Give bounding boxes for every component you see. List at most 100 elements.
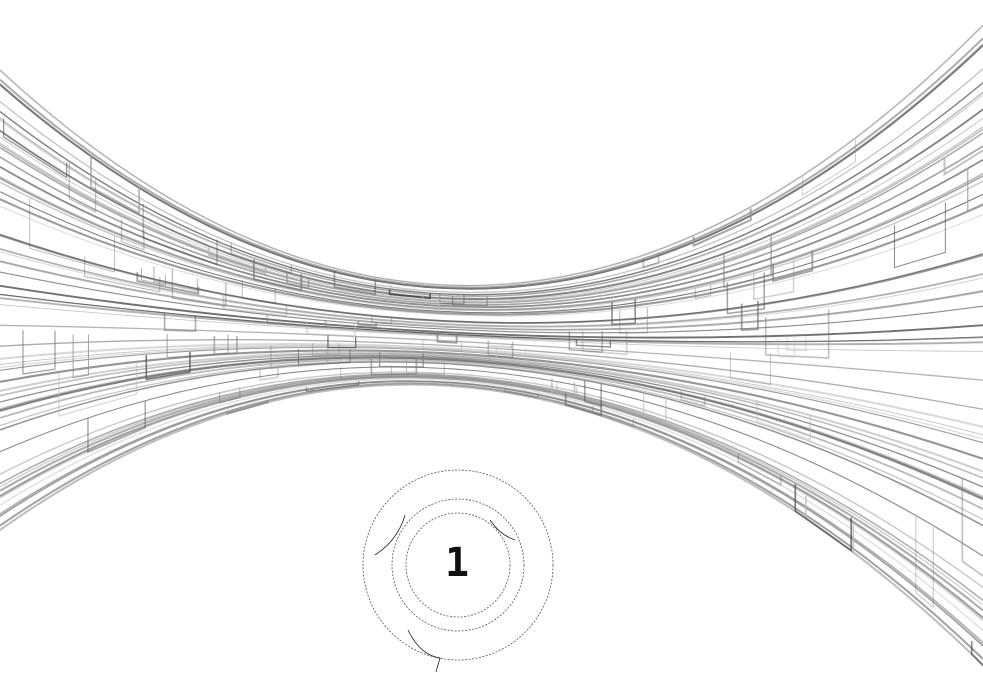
tunnel-line [371,315,393,325]
tunnel-line [915,517,934,609]
tunnel-line [252,259,303,292]
tunnel-line [740,300,759,332]
tunnel-line [0,374,983,612]
tunnel-line [0,373,983,601]
tunnel-line [0,25,983,287]
tunnel-line [379,352,424,368]
tunnel-line [340,365,392,380]
tunnel-line [222,293,288,318]
tunnel-line [0,378,983,631]
tunnel-line [120,219,145,252]
tunnel-line [551,378,576,400]
tunnel-line [145,351,191,381]
middle-ring [391,498,525,632]
tunnel-line [406,360,445,375]
tunnel-line [462,354,491,361]
tunnel-line [166,333,229,359]
tunnel-line [269,345,329,370]
tunnel-line [680,390,706,408]
tunnel-line [357,321,378,327]
tunnel-line [422,339,463,352]
tunnel-line [266,315,327,329]
tunnel-line [0,293,983,343]
tunnel-line [591,406,635,428]
tunnel-line [163,313,197,332]
tunnel-line [752,475,773,498]
tunnel-line [29,198,115,273]
tunnel-line [970,641,983,667]
tunnel-line [0,158,983,308]
tunnel-line [2,118,68,179]
tunnel-line [0,371,983,589]
tunnel-line [487,340,514,358]
tunnel-line [171,268,227,308]
tunnel-line [90,155,140,215]
tunnel-line [0,94,983,298]
tunnel-line [772,250,814,283]
tunnel-line [0,234,983,325]
tunnel-line [219,387,241,404]
tunnel-line [226,400,269,415]
tunnel-line [0,205,983,317]
tunnel-line [0,44,983,290]
tunnel-line [943,149,983,177]
tunnel-line [0,117,983,301]
tunnel-line [241,279,276,305]
tunnel-line [297,349,351,366]
tunnel-line [0,361,983,527]
tunnel-line [140,268,166,286]
tunnel-line [893,202,946,269]
tunnel-line [765,309,830,359]
tunnel-line [581,330,628,356]
ring-crack [489,519,516,541]
tunnel-line [619,307,648,334]
counter-digit: 1 [445,540,469,586]
tunnel-line [0,38,983,289]
tunnel-line [388,289,431,300]
tunnel-line [58,362,138,417]
tunnel-line [0,91,983,297]
tunnel-line [421,293,441,311]
tunnel-line [642,253,660,270]
tunnel-line [136,272,200,295]
tunnel-line [0,172,983,311]
tunnel-line [0,354,983,488]
ring-crack [407,629,441,673]
tunnel-line [504,388,539,399]
tunnel-line [436,333,458,344]
tunnel-line [153,266,199,292]
tunnel-line [0,248,983,328]
tunnel-line [487,342,513,349]
tunnel-line [0,198,983,316]
tunnel-line [0,233,983,324]
tunnel-line [575,339,612,348]
tunnel-line [756,400,812,441]
tunnel-line [556,382,578,397]
tunnel-line [207,246,267,275]
tunnel-line [611,298,637,326]
tunnel-line [0,126,983,303]
tunnel-line [390,279,415,292]
tunnel-line [305,381,360,393]
tunnel-line [0,356,983,501]
outer-ring [362,469,554,661]
tunnel-line [0,360,983,521]
tunnel-line [22,330,56,375]
tunnel-line [0,43,983,290]
tunnel-line [311,342,340,357]
tunnel-line [584,380,602,407]
tunnel-line [495,346,527,364]
tunnel-line [692,208,752,248]
tunnel-line [0,260,983,331]
tunnel-line [0,345,983,440]
tunnel-lines [0,24,983,667]
tunnel-line [0,261,983,331]
tunnel-line [0,234,983,324]
tunnel-line [0,297,983,346]
tunnel-line [737,453,782,487]
tunnel-line [0,271,983,334]
tunnel-line [0,353,983,479]
tunnel-line [0,145,983,306]
